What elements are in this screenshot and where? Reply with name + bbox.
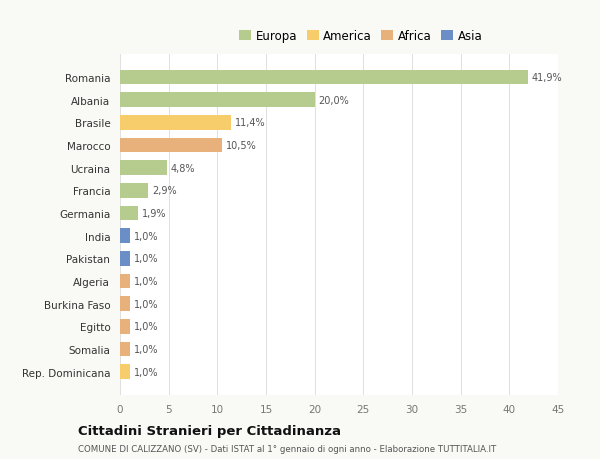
Bar — [120, 319, 130, 334]
Text: COMUNE DI CALIZZANO (SV) - Dati ISTAT al 1° gennaio di ogni anno - Elaborazione : COMUNE DI CALIZZANO (SV) - Dati ISTAT al… — [78, 444, 496, 453]
Text: 41,9%: 41,9% — [532, 73, 562, 83]
Text: 20,0%: 20,0% — [319, 95, 349, 106]
Text: 2,9%: 2,9% — [152, 186, 177, 196]
Text: 1,0%: 1,0% — [134, 344, 158, 354]
Bar — [120, 229, 130, 244]
Bar — [120, 93, 314, 108]
Bar — [120, 138, 222, 153]
Text: 1,0%: 1,0% — [134, 367, 158, 377]
Text: Cittadini Stranieri per Cittadinanza: Cittadini Stranieri per Cittadinanza — [78, 424, 341, 437]
Bar — [120, 252, 130, 266]
Bar — [120, 297, 130, 312]
Text: 1,0%: 1,0% — [134, 276, 158, 286]
Text: 1,0%: 1,0% — [134, 322, 158, 332]
Text: 1,9%: 1,9% — [142, 208, 167, 218]
Bar — [120, 206, 139, 221]
Bar — [120, 364, 130, 379]
Bar — [120, 342, 130, 357]
Legend: Europa, America, Africa, Asia: Europa, America, Africa, Asia — [239, 30, 482, 43]
Text: 4,8%: 4,8% — [170, 163, 195, 174]
Text: 1,0%: 1,0% — [134, 231, 158, 241]
Bar — [120, 161, 167, 176]
Bar — [120, 274, 130, 289]
Text: 11,4%: 11,4% — [235, 118, 265, 128]
Bar — [120, 184, 148, 198]
Bar — [120, 71, 528, 85]
Bar — [120, 116, 231, 130]
Text: 10,5%: 10,5% — [226, 141, 257, 151]
Text: 1,0%: 1,0% — [134, 299, 158, 309]
Text: 1,0%: 1,0% — [134, 254, 158, 264]
